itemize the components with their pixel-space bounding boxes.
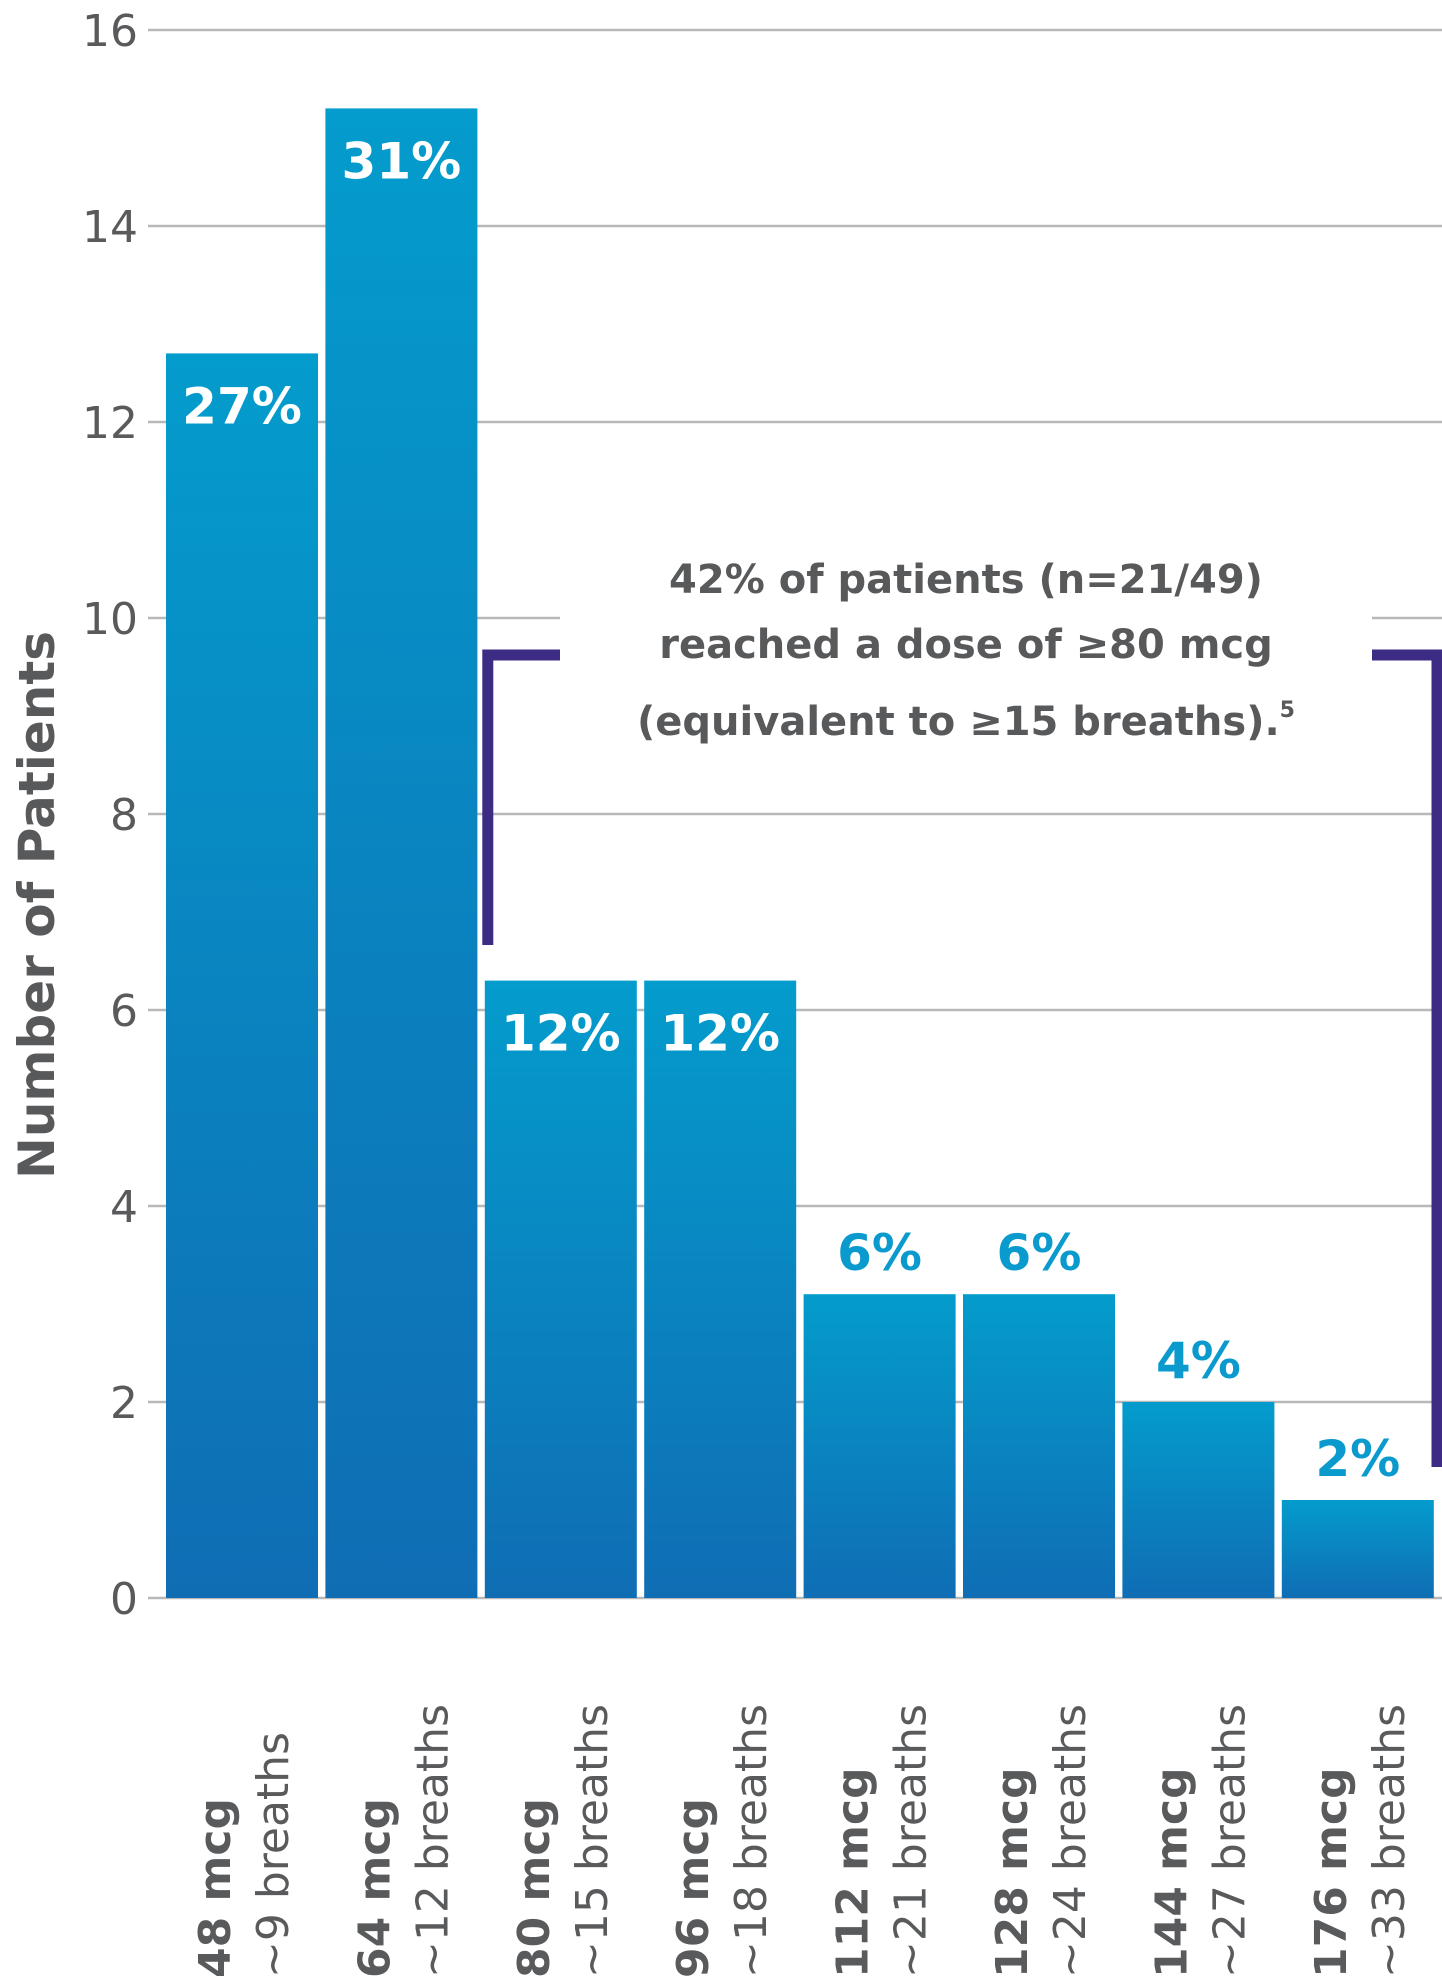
x-axis-categories: 48 mcg ~9 breaths 64 mcg ~12 breaths 80 mcg ~… <box>190 1704 1415 1978</box>
dose-annotation: 42% of patients (n=21/49) reached a dose… <box>560 548 1372 755</box>
category-dose: 96 mcg <box>668 1798 719 1978</box>
y-axis-ticks: 0 2 4 6 8 10 12 14 16 <box>82 6 138 1625</box>
category-breaths: ~33 breaths <box>1364 1704 1415 1978</box>
bar-data-label: 6% <box>997 1224 1082 1282</box>
y-tick-label: 12 <box>82 398 138 449</box>
bar-1 <box>325 108 478 1598</box>
category-breaths: ~18 breaths <box>726 1704 777 1978</box>
category-dose: 64 mcg <box>349 1798 400 1978</box>
bracket-left <box>482 649 590 945</box>
bracket-right <box>1338 649 1442 1467</box>
y-tick-label: 0 <box>110 1574 138 1625</box>
bar-data-label: 31% <box>342 132 462 190</box>
category-dose: 80 mcg <box>509 1798 560 1978</box>
annotation-line-3-text: (equivalent to ≥15 breaths). <box>637 699 1280 745</box>
bar-2 <box>484 980 637 1598</box>
bar-data-label: 12% <box>501 1005 621 1063</box>
x-category-label: 96 mcg ~18 breaths <box>668 1704 777 1978</box>
bar-0 <box>166 353 318 1598</box>
category-dose: 112 mcg <box>828 1767 879 1978</box>
x-category-label: 128 mcg ~24 breaths <box>987 1704 1096 1978</box>
category-breaths: ~27 breaths <box>1204 1704 1255 1978</box>
bar-6 <box>1122 1402 1275 1598</box>
y-tick-label: 8 <box>110 790 138 841</box>
bars <box>166 108 1434 1598</box>
annotation-line-3: (equivalent to ≥15 breaths).5 <box>566 678 1366 755</box>
bar-5 <box>963 1294 1115 1598</box>
x-category-label: 176 mcg ~33 breaths <box>1306 1704 1415 1978</box>
category-dose: 128 mcg <box>987 1767 1038 1978</box>
annotation-line-1: 42% of patients (n=21/49) <box>669 557 1263 603</box>
category-dose: 144 mcg <box>1146 1767 1197 1978</box>
y-tick-label: 4 <box>110 1182 138 1233</box>
category-breaths: ~21 breaths <box>886 1704 937 1978</box>
y-tick-label: 14 <box>82 202 138 253</box>
y-tick-label: 10 <box>82 594 138 645</box>
y-tick-label: 6 <box>110 986 138 1037</box>
y-axis-label: Number of Patients <box>8 631 66 1179</box>
x-category-label: 80 mcg ~15 breaths <box>509 1704 618 1978</box>
x-category-label: 112 mcg ~21 breaths <box>828 1704 937 1978</box>
category-dose: 48 mcg <box>190 1798 241 1978</box>
x-category-label: 64 mcg ~12 breaths <box>349 1704 458 1978</box>
y-tick-label: 2 <box>110 1378 138 1429</box>
category-breaths: ~12 breaths <box>407 1704 458 1978</box>
category-breaths: ~24 breaths <box>1045 1704 1096 1978</box>
bar-4 <box>803 1294 956 1598</box>
data-labels: 27% 31% 12% 12% 6% 6% 4% 2% <box>182 132 1400 1488</box>
category-breaths: ~15 breaths <box>567 1704 618 1978</box>
x-category-label: 48 mcg ~9 breaths <box>190 1732 299 1978</box>
bar-data-label: 27% <box>182 377 302 435</box>
category-breaths: ~9 breaths <box>248 1732 299 1978</box>
bar-data-label: 2% <box>1315 1430 1400 1488</box>
bar-data-label: 4% <box>1156 1332 1241 1390</box>
bar-data-label: 12% <box>660 1005 780 1063</box>
bar-7 <box>1281 1500 1434 1598</box>
annotation-line-2: reached a dose of ≥80 mcg <box>659 622 1273 668</box>
bar-data-label: 6% <box>837 1224 922 1282</box>
y-tick-label: 16 <box>82 6 138 57</box>
category-dose: 176 mcg <box>1306 1767 1357 1978</box>
bar-3 <box>644 980 797 1598</box>
annotation-footnote: 5 <box>1279 698 1295 723</box>
x-category-label: 144 mcg ~27 breaths <box>1146 1704 1255 1978</box>
